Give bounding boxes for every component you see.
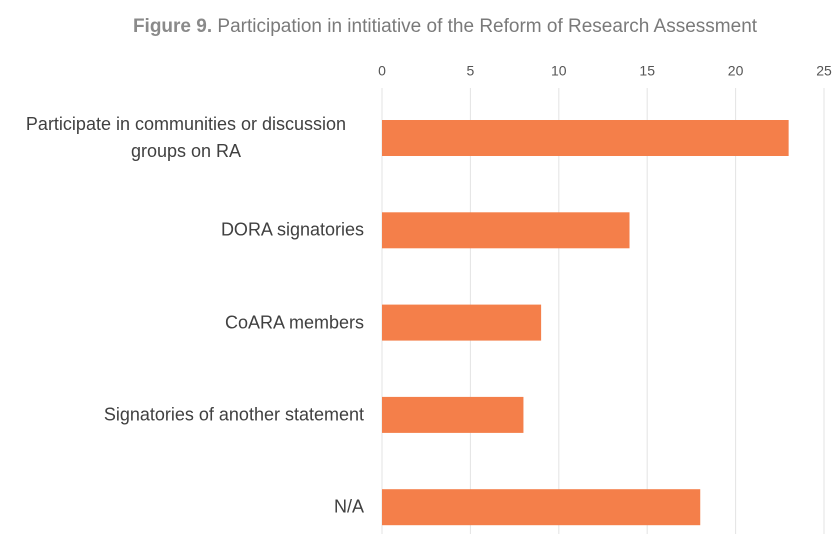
category-text: Signatories of another statement [103,404,364,425]
y-tick-label: N/A [0,494,364,521]
y-tick-label: Signatories of another statement [0,401,364,428]
y-tick-label: DORA signatories [0,217,364,244]
title-label: Figure 9. [132,16,213,37]
x-tick-label: 5 [467,63,475,79]
y-tick-label: Participate in communities or discussion… [0,111,364,165]
x-tick-label: 25 [816,63,832,79]
x-tick-label: 10 [551,63,567,79]
x-tick-label: 20 [728,63,744,79]
y-tick-label: CoARA members [0,309,364,336]
bar [382,304,542,341]
category-text: CoARA members [224,312,364,333]
chart-title: Figure 9. Participation in intitiative o… [0,16,834,38]
bar [382,212,630,249]
category-text: N/A [333,496,364,517]
bar [382,489,701,526]
bar [382,396,524,433]
x-tick-label: 0 [378,63,386,79]
title-text: Participation in intitiative of the Refo… [217,16,758,37]
x-tick-label: 15 [639,63,655,79]
category-text: DORA signatories [220,219,364,240]
category-text: Participate in communities or discussion… [25,114,347,161]
bar [382,120,789,156]
